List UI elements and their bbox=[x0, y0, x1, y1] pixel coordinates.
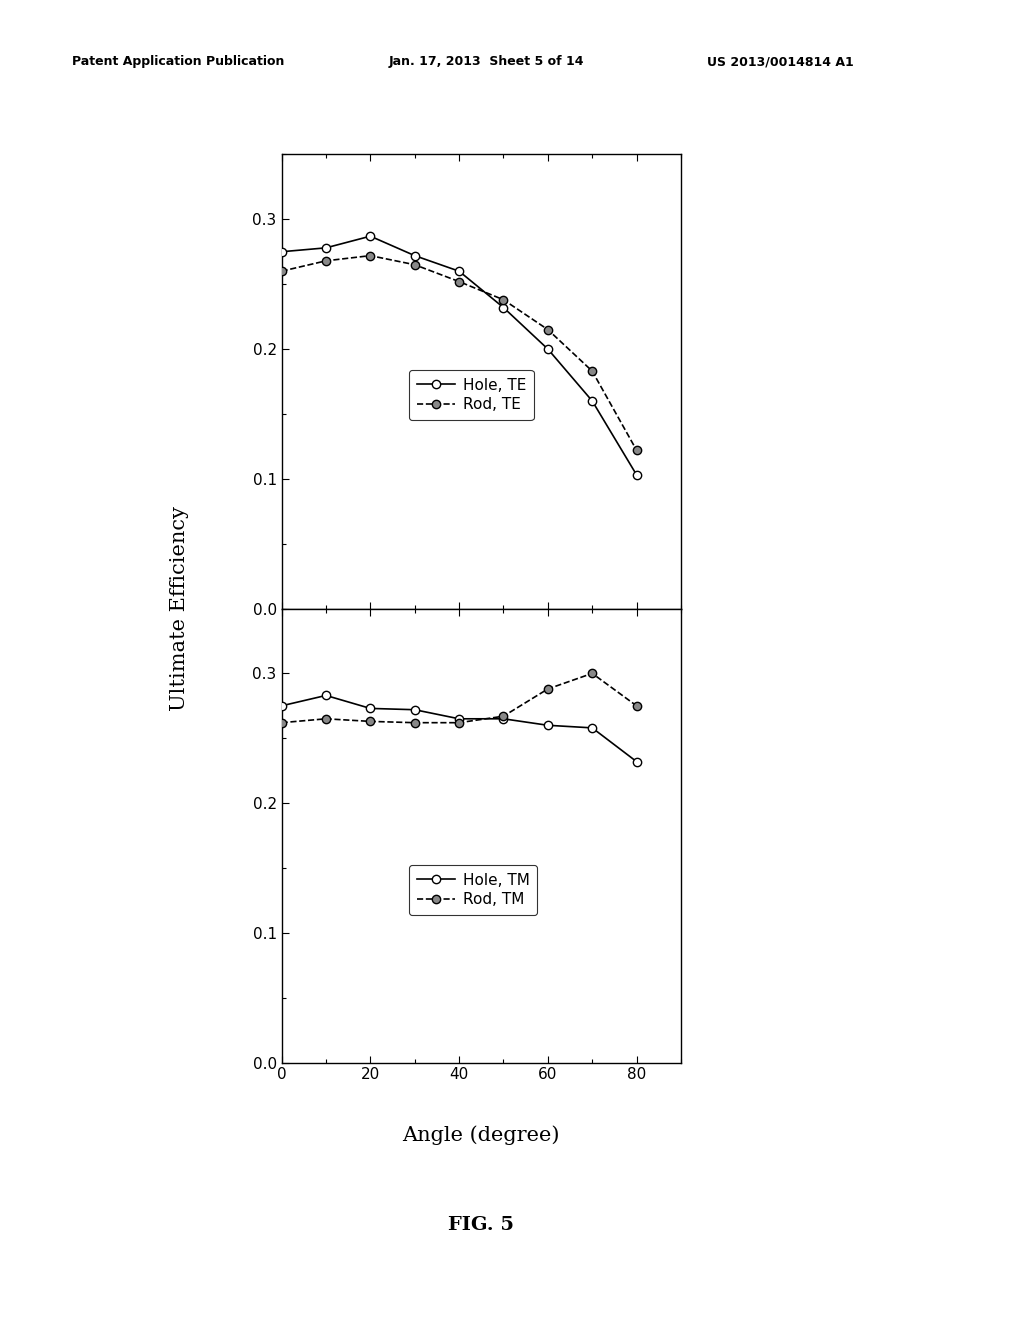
Rod, TE bbox=[498, 292, 510, 308]
Rod, TM bbox=[319, 711, 332, 727]
Hole, TM bbox=[453, 711, 465, 727]
Hole, TE bbox=[586, 393, 598, 409]
Rod, TM bbox=[542, 681, 554, 697]
Rod, TM bbox=[453, 714, 465, 730]
Rod, TM bbox=[498, 709, 510, 725]
Hole, TM bbox=[586, 719, 598, 735]
Text: FIG. 5: FIG. 5 bbox=[449, 1216, 514, 1234]
Text: Jan. 17, 2013  Sheet 5 of 14: Jan. 17, 2013 Sheet 5 of 14 bbox=[389, 55, 585, 69]
Rod, TM bbox=[275, 714, 288, 730]
Rod, TE bbox=[409, 257, 421, 273]
Text: Patent Application Publication: Patent Application Publication bbox=[72, 55, 284, 69]
Hole, TE bbox=[409, 248, 421, 264]
Hole, TM bbox=[365, 701, 377, 717]
Hole, TE bbox=[275, 244, 288, 260]
Text: US 2013/0014814 A1: US 2013/0014814 A1 bbox=[707, 55, 853, 69]
Rod, TE bbox=[365, 248, 377, 264]
Line: Rod, TM: Rod, TM bbox=[278, 669, 641, 727]
Rod, TM bbox=[631, 698, 643, 714]
Rod, TE bbox=[631, 442, 643, 458]
Hole, TE bbox=[542, 341, 554, 356]
Hole, TE bbox=[365, 228, 377, 244]
Rod, TE bbox=[542, 322, 554, 338]
Hole, TE bbox=[631, 467, 643, 483]
Rod, TE bbox=[453, 273, 465, 289]
Line: Hole, TM: Hole, TM bbox=[278, 692, 641, 766]
Rod, TE bbox=[319, 253, 332, 269]
Hole, TE bbox=[319, 240, 332, 256]
Hole, TM bbox=[631, 754, 643, 770]
Hole, TM bbox=[275, 698, 288, 714]
Hole, TE bbox=[498, 300, 510, 315]
Rod, TM bbox=[409, 714, 421, 730]
Line: Rod, TE: Rod, TE bbox=[278, 252, 641, 454]
Rod, TM bbox=[365, 714, 377, 730]
Hole, TE bbox=[453, 263, 465, 279]
Legend: Hole, TM, Rod, TM: Hole, TM, Rod, TM bbox=[409, 865, 537, 915]
Hole, TM bbox=[409, 702, 421, 718]
Hole, TM bbox=[319, 688, 332, 704]
Hole, TM bbox=[498, 711, 510, 727]
Line: Hole, TE: Hole, TE bbox=[278, 232, 641, 479]
Rod, TE bbox=[586, 363, 598, 379]
Legend: Hole, TE, Rod, TE: Hole, TE, Rod, TE bbox=[409, 370, 534, 420]
Rod, TM bbox=[586, 665, 598, 681]
Rod, TE bbox=[275, 263, 288, 279]
Text: Angle (degree): Angle (degree) bbox=[402, 1126, 560, 1144]
Text: Ultimate Efficiency: Ultimate Efficiency bbox=[170, 506, 188, 711]
Hole, TM bbox=[542, 717, 554, 733]
